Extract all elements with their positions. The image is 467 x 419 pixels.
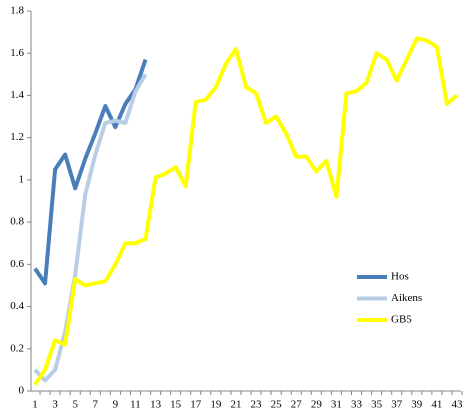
x-tick-label: 37: [391, 399, 403, 411]
y-tick-label: 0.4: [10, 300, 24, 312]
y-tick-label: 0.2: [10, 342, 24, 354]
y-tick-label: 1.4: [10, 89, 24, 101]
y-tick-label: 1.8: [10, 5, 24, 17]
x-tick-label: 21: [230, 399, 241, 411]
x-tick-label: 3: [52, 399, 58, 411]
x-tick-label: 15: [170, 399, 182, 411]
x-tick-label: 27: [291, 399, 303, 411]
x-tick-label: 9: [113, 399, 119, 411]
y-tick-label: 1.2: [10, 131, 24, 143]
y-tick-label: 1: [19, 173, 25, 185]
x-tick-label: 19: [210, 399, 222, 411]
legend-label: Hos: [391, 271, 409, 283]
x-tick-label: 31: [331, 399, 342, 411]
x-tick-label: 13: [150, 399, 162, 411]
y-tick-label: 0: [19, 385, 25, 397]
x-tick-label: 25: [271, 399, 283, 411]
x-tick-label: 17: [190, 399, 202, 411]
y-tick-label: 0.8: [10, 216, 24, 228]
series-line: [33, 73, 148, 383]
legend-label: Aikens: [391, 292, 422, 304]
x-tick-label: 43: [452, 399, 464, 411]
series-line: [33, 36, 459, 386]
x-tick-label: 5: [72, 399, 78, 411]
y-tick-label: 0.6: [10, 258, 24, 270]
series-line: [33, 58, 148, 286]
x-tick-label: 33: [351, 399, 363, 411]
x-tick-label: 7: [93, 399, 99, 411]
legend-label: GB5: [391, 314, 412, 326]
x-tick-label: 35: [371, 399, 383, 411]
x-tick-label: 41: [431, 399, 442, 411]
x-tick-label: 29: [311, 399, 323, 411]
x-tick-label: 11: [130, 399, 141, 411]
x-tick-label: 39: [411, 399, 423, 411]
y-tick-label: 1.6: [10, 47, 24, 59]
x-tick-label: 23: [251, 399, 263, 411]
x-tick-label: 1: [32, 399, 38, 411]
